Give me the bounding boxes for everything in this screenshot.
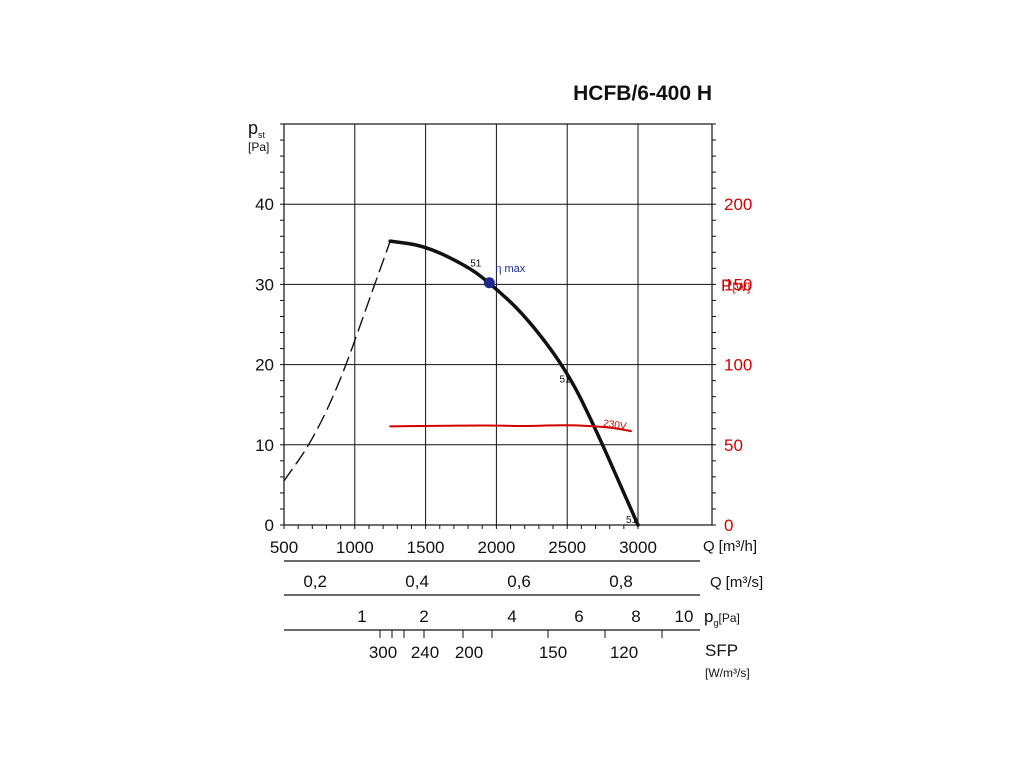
dynamic-pressure-tick-label: 6 bbox=[574, 607, 583, 626]
axis-layer: 0 10 20 30 40 0 50 100 150 200 500 1000 1500 2000 2500… bbox=[255, 123, 752, 562]
left-axis-unit: [Pa] bbox=[248, 140, 269, 154]
curve-annotation: 51 bbox=[470, 258, 482, 269]
x-axis-tick-label: 1000 bbox=[336, 538, 374, 557]
left-axis-tick-label: 20 bbox=[255, 356, 274, 375]
x-axis-tick-label: 3000 bbox=[619, 538, 657, 557]
right-axis-tick-label: 50 bbox=[724, 436, 743, 455]
left-axis-tick-label: 40 bbox=[255, 195, 274, 214]
dynamic-pressure-tick-label: 1 bbox=[357, 607, 366, 626]
curve-annotation: 51 bbox=[626, 515, 638, 526]
dynamic-pressure-label: pg[Pa] bbox=[704, 607, 740, 628]
sfp-unit: [W/m³/s] bbox=[705, 666, 750, 680]
sfp-tick-label: 120 bbox=[610, 643, 638, 662]
grid-layer bbox=[283, 123, 713, 526]
sfp-tick-label: 150 bbox=[539, 643, 567, 662]
curve-annotation: 51 bbox=[559, 375, 571, 386]
series-label: 230V bbox=[603, 418, 628, 432]
right-axis-tick-label: 150 bbox=[724, 275, 752, 294]
flow-m3s-tick-label: 0,4 bbox=[405, 572, 429, 591]
chart-title: HCFB/6-400 H bbox=[573, 82, 712, 105]
dynamic-pressure-tick-label: 8 bbox=[631, 607, 640, 626]
left-axis-tick-label: 30 bbox=[255, 275, 274, 294]
x-axis-tick-label: 2500 bbox=[548, 538, 586, 557]
left-axis-tick-label: 10 bbox=[255, 436, 274, 455]
sfp-tick-label: 300 bbox=[369, 643, 397, 662]
left-axis-tick-label: 0 bbox=[265, 516, 274, 535]
right-axis-label: P[W] bbox=[721, 276, 750, 295]
eta-max-marker bbox=[483, 277, 495, 289]
eta-max-label: η max bbox=[495, 263, 525, 275]
pressure-curve-unstable-series bbox=[283, 240, 391, 482]
dynamic-pressure-tick-label: 4 bbox=[507, 607, 516, 626]
flow-m3s-tick-label: 0,2 bbox=[303, 572, 327, 591]
left-axis-label: pst bbox=[248, 118, 266, 140]
x-axis-label: Q [m³/h] bbox=[703, 538, 757, 555]
flow-m3s-tick-label: 0,6 bbox=[507, 572, 531, 591]
sfp-tick-label: 200 bbox=[455, 643, 483, 662]
right-axis-tick-label: 0 bbox=[724, 516, 733, 535]
sfp-label: SFP bbox=[705, 641, 738, 660]
dynamic-pressure-tick-label: 2 bbox=[419, 607, 428, 626]
sfp-tick-label: 240 bbox=[411, 643, 439, 662]
plot-frame bbox=[283, 123, 713, 526]
power-curve-series bbox=[389, 424, 632, 433]
annotation-layer: 51 η max 51 51 bbox=[470, 258, 637, 526]
flow-m3s-tick-label: 0,8 bbox=[609, 572, 633, 591]
x-axis-tick-label: 2000 bbox=[477, 538, 515, 557]
x-axis-tick-label: 500 bbox=[270, 538, 298, 557]
right-axis-tick-label: 100 bbox=[724, 356, 752, 375]
flow-m3s-label: Q [m³/s] bbox=[710, 574, 763, 591]
dynamic-pressure-tick-label: 10 bbox=[675, 607, 694, 626]
pressure-curve-series bbox=[388, 239, 640, 527]
x-axis-tick-label: 1500 bbox=[407, 538, 445, 557]
secondary-scales-layer: 0,2 0,4 0,6 0,8 1 2 4 6 8 10 300 240 200 150 120 bbox=[284, 572, 700, 662]
right-axis-tick-label: 200 bbox=[724, 195, 752, 214]
series-layer: 230V bbox=[283, 239, 640, 527]
